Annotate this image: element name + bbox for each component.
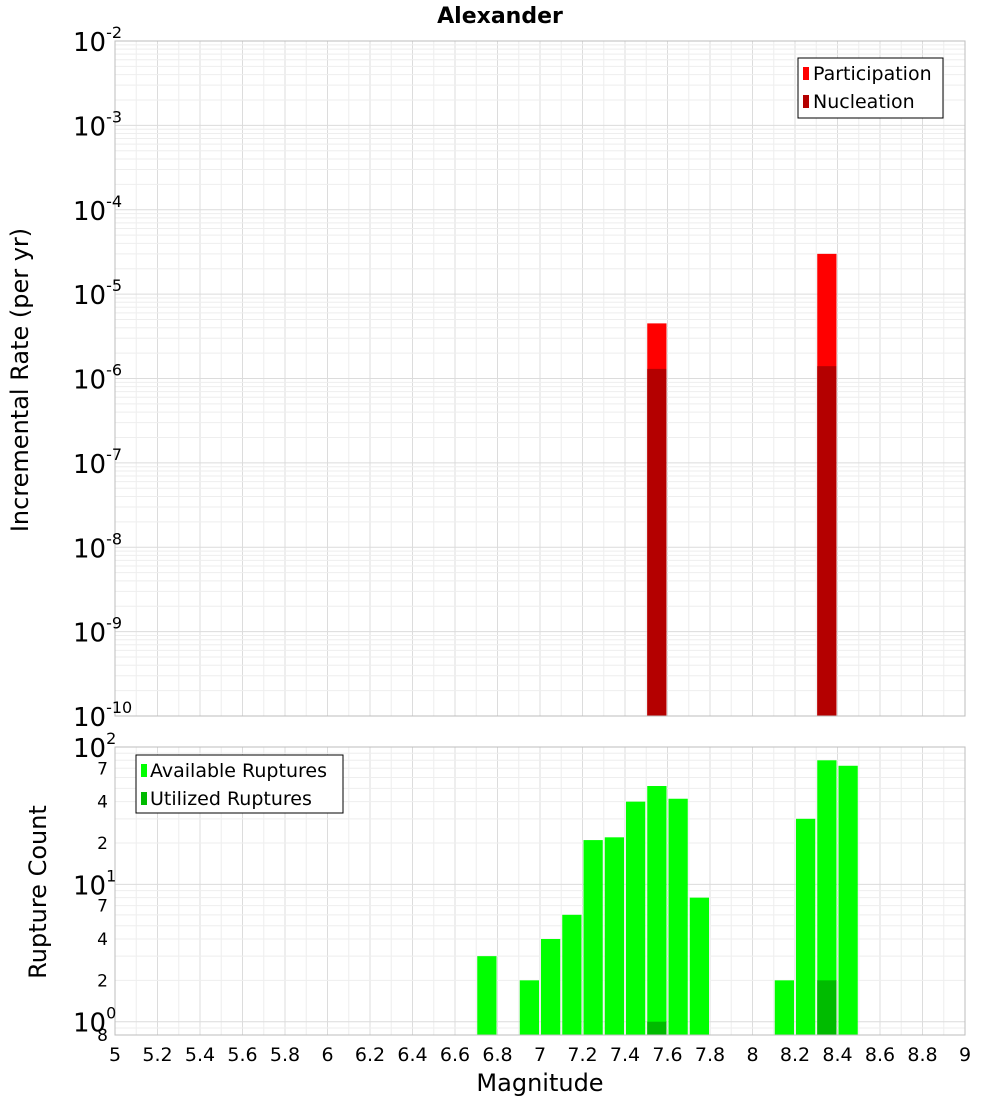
rate-plot-grid [114, 41, 966, 717]
count-y-tick-label: 2 [97, 971, 108, 991]
available-ruptures-bar [541, 939, 561, 1035]
x-tick-label: 5 [109, 1044, 121, 1066]
x-tick-label: 7.4 [610, 1044, 640, 1066]
x-tick-label: 5.8 [270, 1044, 300, 1066]
x-tick-label: 7.2 [567, 1044, 597, 1066]
rate-plot-legend-box [797, 57, 944, 119]
count-y-tick-exponent: 1 [106, 866, 116, 885]
x-tick-label: 7.6 [652, 1044, 682, 1066]
x-tick-label: 8.8 [907, 1044, 937, 1066]
count-y-tick-label: 101 [73, 866, 116, 901]
chart-title: Alexander [437, 4, 563, 29]
available-ruptures-bar [562, 914, 582, 1035]
rate-plot: 10-210-310-410-510-610-710-810-910-10 In… [6, 23, 966, 733]
rate-y-tick-exponent: -5 [106, 276, 122, 295]
count-y-tick-label: 4 [97, 793, 108, 813]
utilized-ruptures-bar [647, 1021, 667, 1035]
rate-y-tick-label: 10-10 [73, 698, 132, 733]
available-ruptures-bar [668, 798, 688, 1035]
legend-label-available: Available Ruptures [150, 760, 327, 782]
count-y-tick-label: 102 [73, 729, 116, 764]
x-tick-label: 7.8 [695, 1044, 725, 1066]
x-tick-label: 8.4 [822, 1044, 852, 1066]
x-tick-label: 6.4 [397, 1044, 427, 1066]
rate-plot-legend: Participation Nucleation [797, 57, 944, 119]
count-plot-legend: Available Ruptures Utilized Ruptures [135, 754, 344, 814]
nucleation-bar [647, 368, 667, 716]
rate-y-tick-exponent: -9 [106, 614, 122, 633]
x-tick-label: 9 [959, 1044, 971, 1066]
rate-y-tick-label: 10-3 [73, 107, 122, 142]
x-tick-label: 7 [534, 1044, 546, 1066]
nucleation-bar [817, 366, 837, 716]
x-tick-label: 6 [321, 1044, 333, 1066]
x-tick-label: 8.2 [780, 1044, 810, 1066]
legend-label-participation: Participation [813, 63, 932, 85]
rate-y-tick-exponent: -4 [106, 192, 122, 211]
x-tick-label: 6.6 [440, 1044, 470, 1066]
count-plot-x-axis-label: Magnitude [476, 1069, 603, 1097]
count-y-tick-exponent: 2 [106, 729, 116, 748]
count-y-tick-label: 7 [97, 759, 108, 779]
x-tick-label: 5.4 [185, 1044, 215, 1066]
legend-swatch-nucleation [803, 95, 809, 108]
x-tick-label: 5.6 [227, 1044, 257, 1066]
legend-swatch-utilized [141, 792, 147, 805]
count-plot-bars [477, 760, 858, 1035]
x-tick-label: 6.2 [355, 1044, 385, 1066]
rate-y-tick-exponent: -10 [106, 698, 132, 717]
x-tick-label: 6.8 [482, 1044, 512, 1066]
rate-y-tick-label: 10-2 [73, 23, 122, 58]
utilized-ruptures-bar [817, 980, 837, 1035]
x-tick-label: 8 [746, 1044, 758, 1066]
rate-plot-y-axis-label: Incremental Rate (per yr) [6, 228, 34, 532]
rate-y-tick-exponent: -3 [106, 107, 122, 126]
x-tick-label: 5.2 [142, 1044, 172, 1066]
count-plot-x-ticks: 5 5.2 5.4 5.6 5.8 6 6.2 6.4 6.6 6.8 7 7.2 7.4 7.6 7.8 8… [109, 1044, 971, 1066]
available-ruptures-bar [477, 956, 497, 1035]
rate-y-tick-exponent: -8 [106, 529, 122, 548]
rate-plot-frame [114, 40, 966, 717]
available-ruptures-bar [817, 760, 837, 1035]
available-ruptures-bar [626, 801, 646, 1035]
available-ruptures-bar [796, 818, 816, 1035]
x-tick-label: 8.6 [865, 1044, 895, 1066]
count-y-tick-label: 4 [97, 930, 108, 950]
rate-y-tick-exponent: -6 [106, 361, 122, 380]
available-ruptures-bar [519, 980, 539, 1035]
count-y-tick-label: 100 [73, 1004, 116, 1039]
legend-swatch-available [141, 764, 147, 777]
available-ruptures-bar [838, 765, 858, 1035]
legend-label-nucleation: Nucleation [813, 91, 915, 113]
count-plot-legend-box [135, 754, 344, 814]
count-plot-frame [114, 746, 966, 1036]
count-plot-y-axis-label: Rupture Count [24, 805, 52, 979]
available-ruptures-bar [774, 980, 794, 1035]
count-y-tick-label: 7 [97, 897, 108, 917]
available-ruptures-bar [604, 837, 624, 1035]
rate-plot-bars [647, 253, 837, 716]
available-ruptures-bar [647, 786, 667, 1035]
available-ruptures-bar [689, 897, 709, 1035]
legend-swatch-participation [803, 67, 809, 80]
rate-y-tick-exponent: -2 [106, 23, 122, 42]
rate-y-tick-exponent: -7 [106, 445, 122, 464]
available-ruptures-bar [583, 840, 603, 1035]
count-y-tick-label: 8 [97, 1026, 108, 1046]
legend-label-utilized: Utilized Ruptures [150, 788, 312, 810]
count-y-tick-label: 2 [97, 834, 108, 854]
count-y-tick-exponent: 0 [106, 1004, 116, 1023]
